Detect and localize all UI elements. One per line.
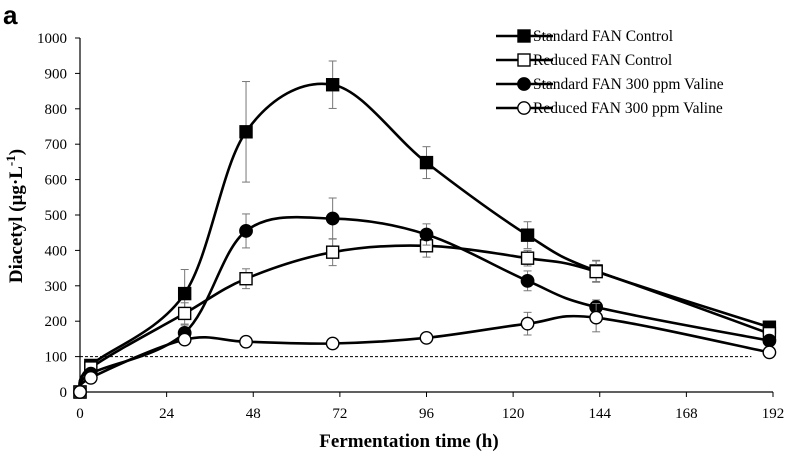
data-point (239, 334, 253, 349)
legend-item-2: Reduced FAN Control (496, 52, 672, 69)
y-tick-label: 200 (45, 314, 68, 330)
x-tick-label: 96 (419, 406, 435, 422)
data-point (520, 316, 535, 331)
x-tick-label: 192 (762, 406, 785, 422)
y-tick-label: 1000 (37, 31, 67, 47)
legend-label: Reduced FAN 300 ppm Valine (533, 100, 723, 117)
data-point (419, 227, 434, 242)
x-tick-label: 72 (332, 406, 347, 422)
axes: 0 100 200 300 400 500 600 700 800 900 1000 0 24 48 72 9… (37, 31, 784, 422)
x-tick-label: 120 (502, 406, 525, 422)
legend-swatch-marker (517, 101, 531, 115)
data-point (325, 211, 340, 226)
data-point (73, 385, 87, 399)
y-tick-label: 100 (45, 350, 68, 366)
x-tick-label: 24 (159, 406, 175, 422)
data-point (325, 336, 340, 351)
x-tick-label: 48 (246, 406, 261, 422)
data-point (83, 370, 98, 385)
legend-label: Standard FAN Control (533, 28, 673, 45)
y-tick-label: 0 (60, 385, 68, 401)
data-point (520, 273, 535, 288)
data-point (589, 264, 603, 279)
data-point (239, 125, 253, 139)
series-2 (73, 233, 777, 399)
y-tick-label: 600 (45, 173, 68, 189)
data-point (325, 245, 340, 259)
x-tick-label: 0 (76, 406, 84, 422)
legend-label: Standard FAN 300 ppm Valine (533, 76, 724, 93)
y-tick-label: 500 (45, 208, 68, 224)
data-point (177, 286, 192, 301)
legend-swatch-marker (517, 29, 531, 43)
legend-label: Reduced FAN Control (533, 52, 672, 69)
data-point (419, 155, 434, 170)
data-point (589, 310, 604, 325)
data-point (239, 224, 253, 238)
legend-item-3: Standard FAN 300 ppm Valine (496, 76, 724, 93)
legend-swatch-marker (517, 53, 531, 67)
legend-item-1: Standard FAN Control (496, 28, 673, 45)
data-point (177, 332, 192, 347)
y-tick-label: 800 (45, 102, 68, 118)
data-point (419, 330, 434, 345)
x-tick-label: 168 (675, 406, 698, 422)
x-axis-title: Fermentation time (h) (319, 431, 498, 452)
y-axis-title: Diacetyl (µg·L-1) (3, 149, 27, 283)
panel-label: a (3, 0, 18, 30)
series-group (73, 60, 777, 399)
legend-swatch-marker (517, 77, 531, 91)
legend-item-4: Reduced FAN 300 ppm Valine (496, 100, 723, 117)
x-tick-label: 144 (589, 406, 612, 422)
data-point (762, 345, 777, 360)
series-4 (73, 303, 777, 399)
data-point (239, 272, 253, 286)
y-tick-label: 300 (45, 279, 68, 295)
data-point (520, 251, 535, 265)
y-tick-label: 400 (45, 243, 68, 259)
data-point (325, 78, 340, 92)
data-point (762, 333, 777, 348)
y-tick-label: 900 (45, 66, 68, 82)
data-point (177, 306, 192, 321)
y-tick-label: 700 (45, 137, 68, 153)
legend: Standard FAN Control Reduced FAN Control S… (496, 28, 724, 117)
data-point (520, 228, 535, 242)
